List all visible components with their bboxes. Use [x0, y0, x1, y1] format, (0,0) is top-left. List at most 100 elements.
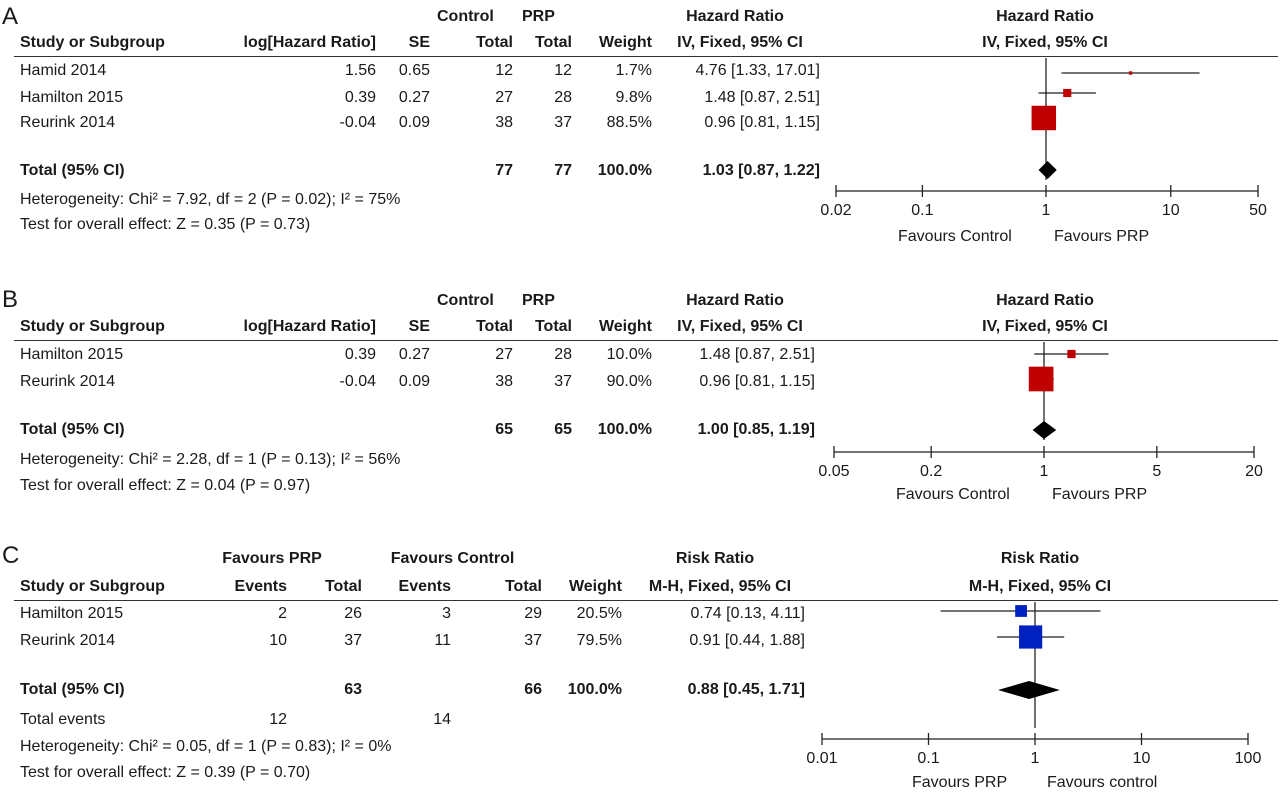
- prp-events-value: 10: [269, 632, 287, 649]
- prp-total-value: 26: [344, 605, 362, 622]
- col-weight: Weight: [568, 578, 622, 595]
- heterogeneity-text: Heterogeneity: Chi² = 0.05, df = 1 (P = …: [20, 738, 392, 755]
- panel-label: C: [2, 542, 20, 569]
- log-hr-value: 0.39: [344, 89, 376, 106]
- control-total-value: 12: [495, 62, 513, 79]
- col-ci: IV, Fixed, 95% CI: [677, 318, 803, 335]
- col-ci: IV, Fixed, 95% CI: [677, 34, 803, 51]
- col-ci: M-H, Fixed, 95% CI: [648, 578, 792, 595]
- col-control-total: Total: [475, 318, 513, 335]
- weight-value: 10.0%: [606, 346, 652, 363]
- study-marker: [1031, 105, 1057, 131]
- favours-right-label: Favours control: [1047, 774, 1158, 791]
- header-rule: [14, 340, 1278, 341]
- prp-total-value: 28: [554, 346, 572, 363]
- plot-subheader: M-H, Fixed, 95% CI: [968, 578, 1112, 595]
- prp-total-value: 12: [554, 62, 572, 79]
- col-prp-total: Total: [534, 34, 572, 51]
- col-control-total: Total: [475, 34, 513, 51]
- weight-value: 79.5%: [576, 632, 622, 649]
- effect-header: Risk Ratio: [675, 550, 755, 567]
- group-header-control: Control: [437, 8, 494, 25]
- total-control: 65: [495, 421, 513, 438]
- group-header-prp: Favours PRP: [222, 550, 322, 567]
- total-ci: 1.00 [0.85, 1.19]: [697, 421, 815, 438]
- favours-left-label: Favours Control: [896, 486, 1010, 503]
- log-hr-value: -0.04: [339, 373, 376, 390]
- x-tick-label: 50: [1249, 202, 1267, 219]
- pooled-diamond: [1032, 421, 1057, 439]
- ci-value: 0.96 [0.81, 1.15]: [699, 373, 815, 390]
- col-log-hr: log[Hazard Ratio]: [243, 34, 376, 51]
- ci-value: 0.96 [0.81, 1.15]: [704, 114, 820, 131]
- x-tick-label: 1: [1031, 750, 1040, 767]
- ci-value: 0.74 [0.13, 4.11]: [690, 605, 805, 622]
- x-tick-label: 1: [1040, 463, 1049, 480]
- plot-subheader: IV, Fixed, 95% CI: [982, 318, 1108, 335]
- study-marker: [1019, 625, 1043, 649]
- header-rule: [14, 56, 1278, 57]
- prp-events-value: 2: [278, 605, 287, 622]
- se-value: 0.09: [398, 114, 430, 131]
- control-total-value: 27: [495, 89, 513, 106]
- pooled-diamond: [998, 681, 1060, 699]
- total-prp: 63: [344, 681, 362, 698]
- log-hr-value: 1.56: [344, 62, 376, 79]
- effect-header: Hazard Ratio: [686, 292, 784, 309]
- weight-value: 20.5%: [576, 605, 622, 622]
- study-name: Hamilton 2015: [20, 346, 124, 363]
- total-ci: 0.88 [0.45, 1.71]: [687, 681, 805, 698]
- total-events-label: Total events: [20, 711, 106, 728]
- x-tick-label: 0.05: [818, 463, 849, 480]
- overall-effect-text: Test for overall effect: Z = 0.04 (P = 0…: [20, 477, 311, 494]
- control-events-value: 3: [442, 605, 451, 622]
- plot-header: Hazard Ratio: [996, 8, 1094, 25]
- col-study: Study or Subgroup: [20, 578, 165, 595]
- panel-label: B: [2, 286, 19, 313]
- col-prp-total: Total: [534, 318, 572, 335]
- prp-total-value: 28: [554, 89, 572, 106]
- plot-header: Hazard Ratio: [996, 292, 1094, 309]
- x-tick-label: 1: [1042, 202, 1051, 219]
- control-total-value: 27: [495, 346, 513, 363]
- x-tick-label: 20: [1245, 463, 1263, 480]
- total-label: Total (95% CI): [20, 681, 125, 698]
- total-ci: 1.03 [0.87, 1.22]: [702, 162, 820, 179]
- total-label: Total (95% CI): [20, 421, 125, 438]
- total-control: 77: [495, 162, 513, 179]
- log-hr-value: 0.39: [344, 346, 376, 363]
- total-weight: 100.0%: [597, 421, 652, 438]
- x-tick-label: 0.1: [911, 202, 933, 219]
- control-total-value: 38: [495, 373, 513, 390]
- favours-right-label: Favours PRP: [1052, 486, 1148, 503]
- header-rule: [14, 600, 1278, 601]
- prp-total-value: 37: [344, 632, 362, 649]
- total-prp: 77: [554, 162, 572, 179]
- heterogeneity-text: Heterogeneity: Chi² = 2.28, df = 1 (P = …: [20, 451, 401, 468]
- overall-effect-text: Test for overall effect: Z = 0.35 (P = 0…: [20, 216, 311, 233]
- study-marker: [1028, 366, 1054, 392]
- pooled-diamond: [1038, 161, 1057, 179]
- study-marker: [1067, 349, 1076, 359]
- prp-total-value: 37: [554, 114, 572, 131]
- col-prp-events: Events: [234, 578, 287, 595]
- study-name: Hamilton 2015: [20, 605, 124, 622]
- panel-label: A: [2, 3, 19, 30]
- total-weight: 100.0%: [567, 681, 622, 698]
- plot-subheader: IV, Fixed, 95% CI: [982, 34, 1108, 51]
- control-total-value: 29: [524, 605, 542, 622]
- group-header-prp: PRP: [522, 292, 555, 309]
- log-hr-value: -0.04: [339, 114, 376, 131]
- weight-value: 1.7%: [615, 62, 652, 79]
- x-tick-label: 0.02: [820, 202, 851, 219]
- col-control-total: Total: [504, 578, 542, 595]
- col-weight: Weight: [598, 34, 652, 51]
- col-control-events: Events: [398, 578, 451, 595]
- heterogeneity-text: Heterogeneity: Chi² = 7.92, df = 2 (P = …: [20, 191, 401, 208]
- favours-left-label: Favours PRP: [912, 774, 1008, 791]
- effect-header: Hazard Ratio: [686, 8, 784, 25]
- col-log-hr: log[Hazard Ratio]: [243, 318, 376, 335]
